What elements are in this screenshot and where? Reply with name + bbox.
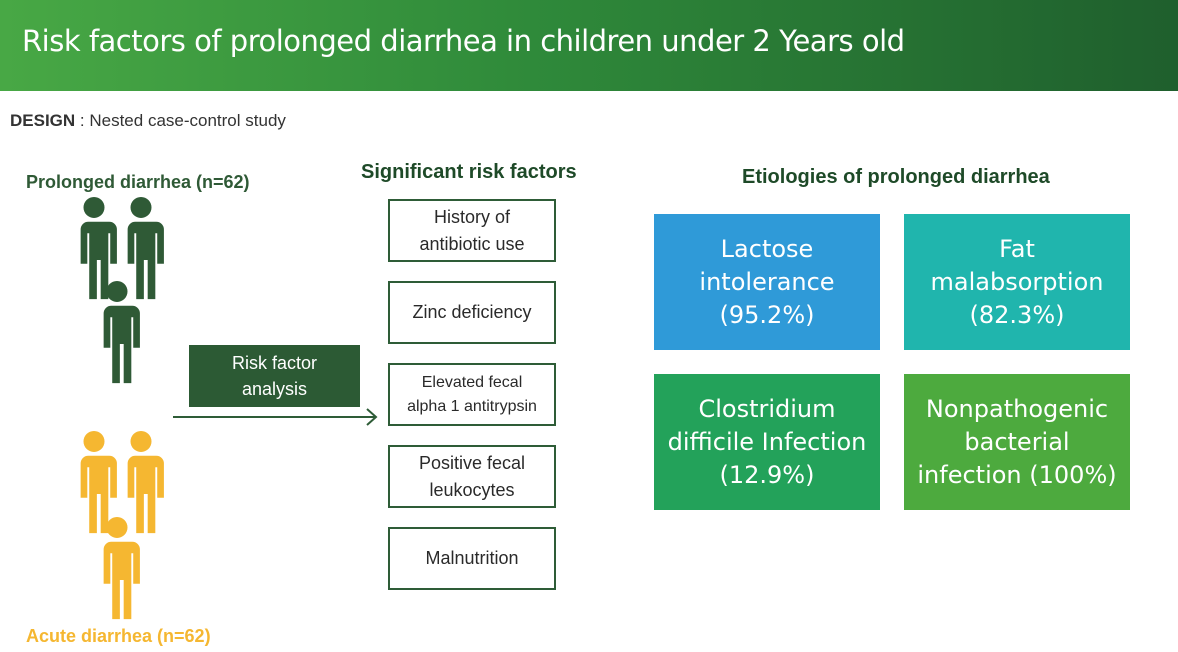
page-title: Risk factors of prolonged diarrhea in ch…	[22, 24, 905, 58]
header-banner: Risk factors of prolonged diarrhea in ch…	[0, 0, 1178, 91]
analysis-arrow-icon	[173, 408, 378, 426]
acute-group-people-icon	[78, 430, 164, 620]
risk-factors-title: Significant risk factors	[361, 161, 577, 183]
design-label: DESIGN	[10, 111, 76, 130]
risk-factor-malnutrition: Malnutrition	[388, 527, 556, 590]
risk-factor-zinc-deficiency: Zinc deficiency	[388, 281, 556, 344]
acute-group-label: Acute diarrhea (n=62)	[26, 626, 211, 646]
risk-factor-antibiotic-use: History of antibiotic use	[388, 199, 556, 262]
design-line: DESIGN : Nested case-control study	[10, 111, 286, 131]
etiologies-title: Etiologies of prolonged diarrhea	[742, 166, 1050, 188]
etiology-lactose-intolerance: Lactose intolerance (95.2%)	[654, 214, 880, 350]
risk-factor-fecal-alpha1-antitrypsin: Elevated fecal alpha 1 antitrypsin	[388, 363, 556, 426]
prolonged-group-people-icon	[78, 196, 164, 384]
risk-factor-fecal-leukocytes: Positive fecal leukocytes	[388, 445, 556, 508]
etiology-clostridium-difficile: Clostridium difficile Infection (12.9%)	[654, 374, 880, 510]
risk-factor-analysis-box: Risk factor analysis	[189, 345, 360, 407]
prolonged-group-label: Prolonged diarrhea (n=62)	[26, 172, 250, 192]
etiology-fat-malabsorption: Fat malabsorption (82.3%)	[904, 214, 1130, 350]
etiology-nonpathogenic-bacterial: Nonpathogenic bacterial infection (100%)	[904, 374, 1130, 510]
design-text: : Nested case-control study	[75, 111, 286, 130]
